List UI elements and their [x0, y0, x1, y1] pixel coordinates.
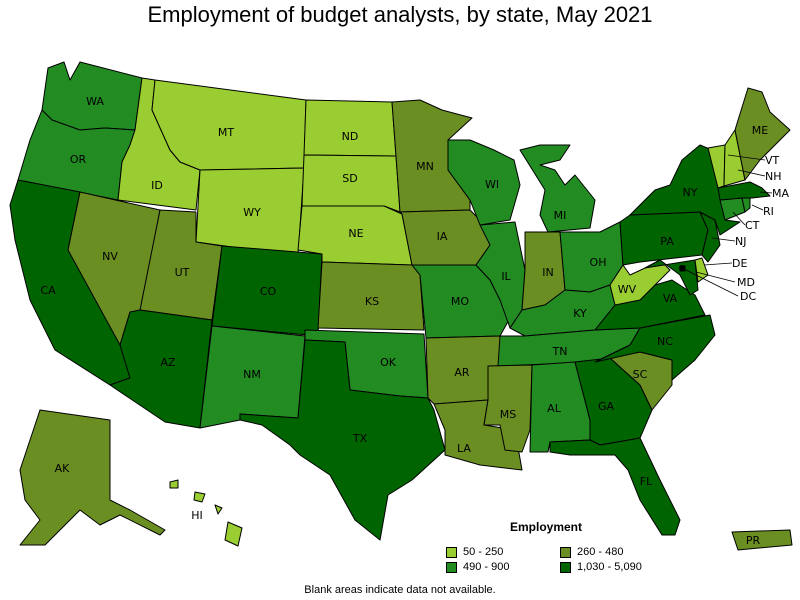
- state-label-ma: MA: [772, 187, 789, 200]
- legend-label: 50 - 250: [463, 546, 504, 558]
- state-me[interactable]: [734, 87, 791, 181]
- state-label-il: IL: [501, 270, 511, 283]
- state-pr[interactable]: [731, 529, 793, 551]
- state-label-de: DE: [732, 257, 747, 270]
- state-label-me: ME: [752, 124, 768, 137]
- state-ma[interactable]: [717, 181, 771, 201]
- state-label-mi: MI: [554, 209, 567, 222]
- state-label-pa: PA: [660, 235, 674, 248]
- state-label-nj: NJ: [735, 235, 746, 248]
- state-ks[interactable]: [317, 261, 425, 331]
- state-label-sd: SD: [342, 172, 357, 185]
- state-ct[interactable]: [719, 197, 746, 221]
- state-label-nh: NH: [765, 170, 782, 183]
- legend: Employment 50 - 250 260 - 480 490 - 900 …: [440, 518, 650, 574]
- state-label-az: AZ: [160, 356, 176, 369]
- state-label-id: ID: [151, 179, 163, 192]
- legend-item-50-250: 50 - 250: [446, 546, 503, 558]
- state-label-vt: VT: [765, 154, 780, 167]
- legend-swatch: [560, 561, 571, 573]
- state-label-pr: PR: [746, 534, 761, 547]
- state-nd[interactable]: [303, 99, 397, 157]
- state-fl[interactable]: [549, 437, 681, 536]
- state-label-wi: WI: [485, 178, 499, 191]
- state-nc[interactable]: [594, 314, 716, 381]
- state-label-ks: KS: [365, 295, 379, 308]
- state-label-oh: OH: [590, 256, 607, 269]
- state-label-ct: CT: [745, 219, 760, 232]
- footnote: Blank areas indicate data not available.: [304, 584, 496, 596]
- state-tx[interactable]: [239, 339, 446, 541]
- state-label-ak: AK: [55, 462, 71, 475]
- state-label-mt: MT: [218, 126, 234, 139]
- state-label-wa: WA: [86, 95, 104, 108]
- state-label-ri: RI: [763, 205, 774, 218]
- state-label-co: CO: [260, 285, 277, 298]
- state-label-hi: HI: [191, 509, 203, 522]
- state-ak[interactable]: [19, 409, 166, 546]
- state-label-fl: FL: [640, 475, 653, 488]
- state-label-ar: AR: [454, 366, 470, 379]
- legend-label: 1,030 - 5,090: [577, 561, 642, 573]
- legend-swatch: [446, 561, 457, 573]
- state-label-nd: ND: [342, 130, 359, 143]
- state-label-sc: SC: [633, 368, 648, 381]
- state-hi[interactable]: [169, 479, 243, 547]
- legend-swatch: [560, 546, 571, 558]
- state-label-ne: NE: [348, 227, 363, 240]
- state-label-md: MD: [737, 276, 755, 289]
- state-wi[interactable]: [447, 139, 521, 226]
- state-label-la: LA: [457, 442, 471, 455]
- state-label-ut: UT: [175, 266, 190, 279]
- state-label-ga: GA: [598, 400, 615, 413]
- state-sd[interactable]: [301, 154, 401, 213]
- state-label-tn: TN: [552, 345, 568, 358]
- state-label-va: VA: [663, 292, 678, 305]
- state-label-mo: MO: [451, 295, 469, 308]
- state-label-ia: IA: [437, 230, 448, 243]
- state-label-ok: OK: [380, 356, 397, 369]
- legend-label: 490 - 900: [463, 561, 510, 573]
- state-label-al: AL: [547, 402, 562, 415]
- state-label-in: IN: [542, 266, 553, 279]
- state-mi[interactable]: [519, 144, 596, 233]
- legend-label: 260 - 480: [577, 546, 624, 558]
- legend-swatch: [446, 546, 457, 558]
- state-mt[interactable]: [151, 79, 307, 171]
- state-label-or: OR: [70, 153, 87, 166]
- label-leader-lines: [681, 154, 773, 297]
- state-label-nm: NM: [243, 368, 261, 381]
- state-label-tx: TX: [352, 432, 368, 445]
- state-label-ky: KY: [573, 307, 587, 320]
- state-label-dc: DC: [740, 290, 756, 303]
- state-il[interactable]: [475, 221, 526, 329]
- legend-item-260-480: 260 - 480: [560, 546, 623, 558]
- state-label-nv: NV: [102, 250, 118, 263]
- legend-item-490-900: 490 - 900: [446, 561, 509, 573]
- map-title: Employment of budget analysts, by state,…: [147, 2, 653, 27]
- state-label-ms: MS: [500, 408, 516, 421]
- legend-title: Employment: [510, 520, 583, 534]
- state-label-ca: CA: [40, 284, 56, 297]
- state-label-wy: WY: [243, 206, 261, 219]
- state-label-ny: NY: [683, 186, 698, 199]
- state-label-wv: WV: [618, 283, 637, 296]
- state-label-nc: NC: [657, 335, 673, 348]
- legend-item-1030-5090: 1,030 - 5,090: [560, 561, 642, 573]
- state-label-mn: MN: [416, 160, 434, 173]
